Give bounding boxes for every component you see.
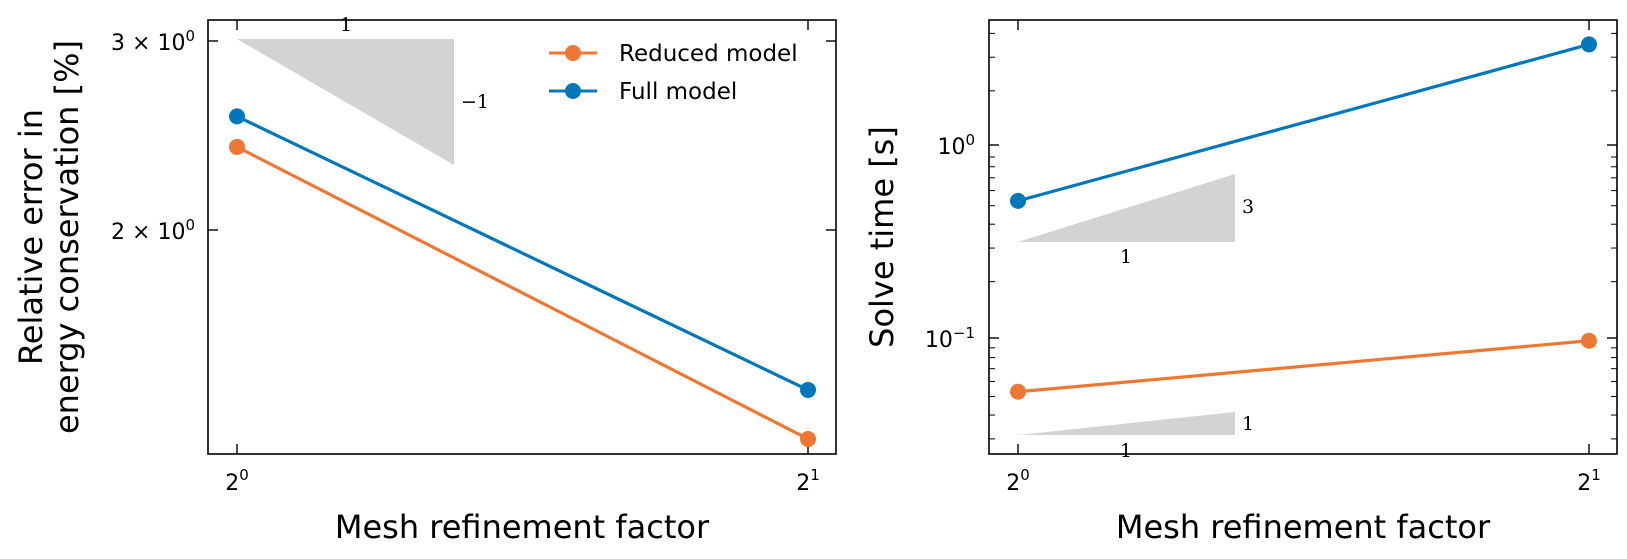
- right-ytick-label-1e0: 100: [937, 131, 975, 160]
- left-ytick-label-3: 3 × 100: [111, 27, 195, 56]
- right-series-line-reduced-model: [1017, 339, 1590, 394]
- right-x-axis-label: Mesh refinement factor: [1116, 508, 1491, 546]
- right-minor-ticks: [989, 32, 1617, 440]
- right-slope-triangle-reduced: [1018, 412, 1235, 435]
- right-plot-frame: [988, 19, 1618, 455]
- left-chart: 1 −1 3 × 100 2 × 100 20 21 Mesh refineme…: [12, 14, 837, 546]
- right-slope-reduced-rise-label: 1: [1242, 413, 1254, 435]
- left-y-axis-label-line2: energy conservation [%]: [48, 40, 86, 434]
- left-xtick-label-1: 21: [796, 466, 820, 496]
- right-slope-full-run-label: 1: [1120, 246, 1132, 268]
- left-point-full-model: [800, 381, 816, 398]
- legend-full-marker: [565, 83, 581, 99]
- right-xtick-label-0: 20: [1006, 466, 1030, 496]
- legend: Reduced model Full model: [549, 41, 798, 105]
- right-slope-reduced-run-label: 1: [1120, 440, 1132, 462]
- left-x-axis-label: Mesh refinement factor: [335, 508, 710, 546]
- right-y-axis-label: Solve time [s]: [863, 126, 901, 348]
- left-xtick-label-0: 20: [225, 466, 249, 496]
- left-ytick-label-2: 2 × 100: [111, 216, 195, 245]
- right-series-line-full-model: [1017, 42, 1590, 203]
- legend-reduced-marker: [565, 45, 581, 61]
- right-ytick-label-1e-1: 10−1: [925, 324, 975, 353]
- right-point-full-model: [1010, 192, 1026, 209]
- right-xtick-label-1: 21: [1577, 466, 1601, 496]
- right-slope-triangle-full: [1018, 174, 1235, 242]
- left-series-line-full-model: [236, 114, 809, 392]
- left-slope-triangle: [237, 39, 454, 165]
- right-point-full-model: [1581, 36, 1597, 53]
- right-series-group: [1010, 36, 1597, 400]
- left-series-group: [229, 108, 816, 447]
- legend-full-label: Full model: [619, 79, 737, 105]
- right-point-reduced-model: [1581, 332, 1597, 349]
- left-plot-frame: [207, 19, 837, 455]
- right-point-reduced-model: [1010, 383, 1026, 400]
- right-chart: 1 3 1 1 100 10−1 20 21 Mesh refinement f…: [863, 19, 1618, 546]
- left-point-reduced-model: [229, 138, 245, 155]
- left-series-line-reduced-model: [236, 145, 809, 441]
- legend-reduced-label: Reduced model: [619, 41, 798, 67]
- left-slope-run-label: 1: [340, 14, 352, 36]
- left-point-full-model: [229, 108, 245, 125]
- left-slope-rise-label: −1: [461, 91, 489, 113]
- right-slope-full-rise-label: 3: [1242, 196, 1254, 218]
- left-y-axis-label-line1: Relative error in: [12, 109, 50, 365]
- left-point-reduced-model: [800, 430, 816, 447]
